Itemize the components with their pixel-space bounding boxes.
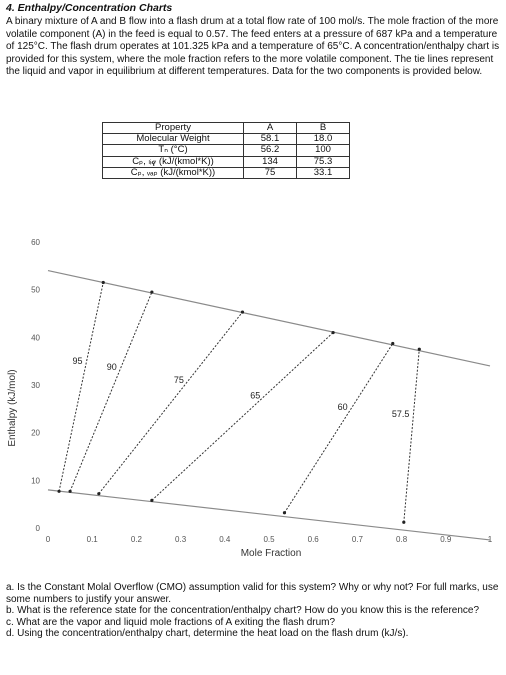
tie-line: [58, 282, 104, 492]
table-cell: 56.2: [243, 144, 297, 157]
table-cell: 33.1: [296, 166, 350, 180]
vapor-point: [391, 341, 395, 346]
tie-line-temperature-label: 65: [250, 390, 260, 400]
problem-heading: 4. Enthalpy/Concentration Charts: [6, 2, 173, 14]
tie-line-temperature-label: 90: [107, 362, 117, 372]
table-row: Cₚ, ᵥₐₚ (kJ/(kmol*K)) 75 33.1: [102, 166, 350, 180]
x-tick-label: 0: [46, 535, 51, 544]
question-a: a. Is the Constant Molal Overflow (CMO) …: [6, 582, 499, 605]
x-tick-label: 0.4: [219, 535, 231, 544]
x-tick-label: 1: [488, 535, 493, 544]
chart-axes: 0 0.1 0.2 0.3 0.4 0.5 0.6 0.7 0.8 0.9 101020304050…: [31, 238, 493, 544]
vapor-point: [417, 347, 421, 351]
x-tick-label: 0.1: [87, 535, 99, 544]
tie-line: [151, 332, 334, 501]
x-tick-label: 0.7: [352, 535, 364, 544]
table-header-cell: A: [243, 121, 297, 135]
x-tick-label: 0.9: [440, 535, 452, 544]
table-row: Tₙ (°C) 56.2 100: [102, 144, 350, 157]
table-cell: Cₚ, ₗᵢ𝓆 (kJ/(kmol*K)): [102, 155, 244, 168]
x-tick-label: 0.6: [308, 535, 320, 544]
tie-line: [403, 349, 420, 523]
enthalpy-concentration-chart: 0 0.1 0.2 0.3 0.4 0.5 0.6 0.7 0.8 0.9 101020304050…: [7, 238, 493, 559]
table-cell: Cₚ, ᵥₐₚ (kJ/(kmol*K)): [102, 166, 244, 180]
liquid-point: [402, 520, 406, 524]
question-b: b. What is the reference state for the c…: [6, 605, 480, 617]
liquid-point: [68, 489, 72, 493]
liquid-point: [97, 492, 101, 496]
table-cell: 75.3: [296, 155, 350, 168]
table-header-row: Property A B: [102, 121, 350, 135]
saturated-liquid-line: [47, 489, 491, 541]
liquid-point: [150, 498, 154, 502]
table-cell: Molecular Weight: [102, 133, 244, 146]
table-cell: 134: [243, 155, 297, 168]
y-tick-label: 60: [31, 238, 40, 247]
question-c: c. What are the vapor and liquid mole fr…: [6, 616, 336, 628]
question-d: d. Using the concentration/enthalpy char…: [6, 628, 409, 640]
x-tick-label: 0.3: [175, 535, 187, 544]
y-tick-label: 20: [31, 429, 40, 438]
tie-line-temperature-label: 75: [174, 375, 184, 385]
chart-lines: [47, 270, 491, 541]
x-tick-label: 0.8: [396, 535, 408, 544]
tie-line: [284, 343, 394, 514]
y-axis-label: Enthalpy (kJ/mol): [7, 369, 18, 446]
y-tick-label: 40: [31, 333, 40, 342]
tie-line: [98, 311, 243, 494]
table-cell: 75: [243, 166, 297, 180]
table-header-cell: B: [296, 121, 350, 135]
tie-line: [69, 291, 153, 492]
problem-intro: A binary mixture of A and B flow into a …: [6, 16, 500, 78]
x-axis-label: Mole Fraction: [241, 548, 302, 559]
tie-line-temperature-label: 57.5: [392, 409, 410, 419]
vapor-point: [331, 330, 335, 335]
y-tick-label: 30: [31, 381, 40, 390]
table-row: Molecular Weight 58.1 18.0: [102, 133, 350, 146]
x-tick-label: 0.2: [131, 535, 143, 544]
y-tick-label: 50: [31, 286, 40, 295]
properties-table: Property A B Molecular Weight 58.1 18.0 …: [102, 121, 350, 180]
table-header-cell: Property: [102, 121, 244, 135]
chart-labels: 95 90 75 65 60 57.5: [72, 356, 409, 419]
tie-line-temperature-label: 95: [72, 356, 82, 366]
y-tick-label: 10: [31, 476, 40, 485]
liquid-point: [282, 511, 287, 515]
vapor-point: [240, 310, 245, 314]
table-cell: Tₙ (°C): [102, 144, 244, 157]
vapor-point: [150, 290, 154, 294]
tie-line-temperature-label: 60: [338, 402, 348, 412]
table-cell: 58.1: [243, 133, 297, 146]
saturated-vapor-line: [47, 270, 491, 367]
liquid-point: [57, 489, 61, 493]
table-cell: 100: [296, 144, 350, 157]
vapor-point: [101, 280, 105, 285]
table-cell: 18.0: [296, 133, 350, 146]
y-tick-label: 0: [36, 524, 41, 533]
questions-list: a. Is the Constant Molal Overflow (CMO) …: [6, 582, 500, 640]
table-row: Cₚ, ₗᵢ𝓆 (kJ/(kmol*K)) 134 75.3: [102, 155, 350, 168]
x-tick-label: 0.5: [263, 535, 275, 544]
